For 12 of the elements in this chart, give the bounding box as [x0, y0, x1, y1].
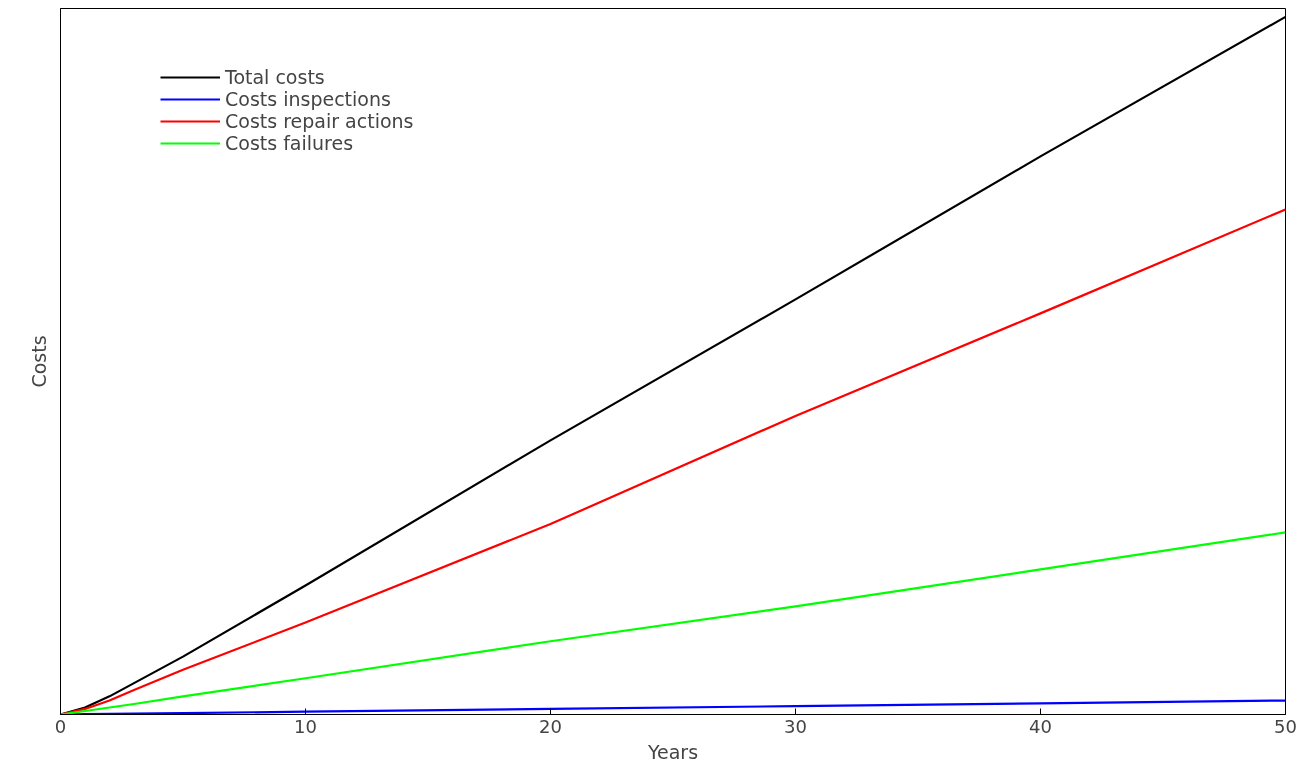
x-tick-label: 40	[1029, 715, 1052, 737]
y-axis-title: Costs	[27, 335, 50, 388]
legend-label: Costs failures	[225, 132, 354, 154]
x-tick-label: 20	[539, 715, 562, 737]
x-axis-title: Years	[646, 740, 699, 763]
legend-label: Costs repair actions	[225, 110, 414, 132]
x-tick-label: 30	[784, 715, 807, 737]
x-tick-label: 50	[1274, 715, 1297, 737]
x-tick-label: 10	[294, 715, 317, 737]
legend-label: Costs inspections	[225, 88, 391, 110]
legend-label: Total costs	[225, 66, 325, 88]
x-tick-label: 0	[54, 715, 67, 737]
